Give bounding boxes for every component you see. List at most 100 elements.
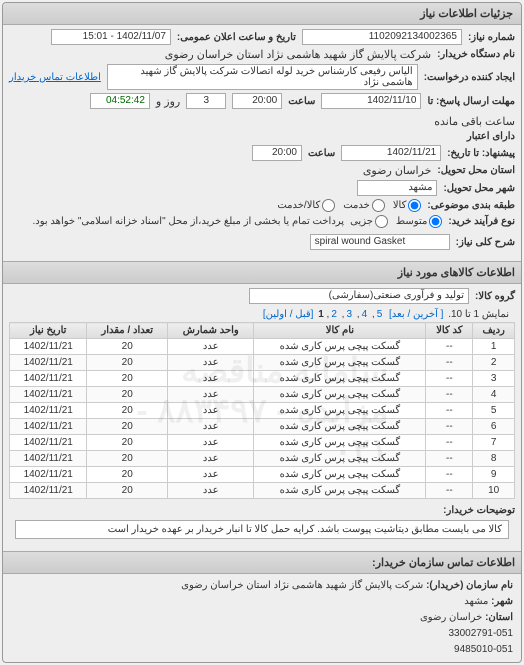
table-cell: عدد [168, 403, 254, 419]
table-cell: عدد [168, 419, 254, 435]
buy-opt-0[interactable]: متوسط [396, 215, 442, 228]
table-cell: -- [426, 483, 473, 499]
pager-2[interactable]: 2 [331, 309, 337, 320]
pager-5[interactable]: 5 [377, 309, 383, 320]
table-cell: گسکت پیچی پرس کاری شده [254, 419, 426, 435]
pager-1: 1 [318, 309, 324, 320]
items-section-title: اطلاعات کالاهای مورد نیاز [3, 261, 521, 284]
payment-radio-1[interactable] [372, 199, 385, 212]
table-cell: عدد [168, 451, 254, 467]
contact-city-label: شهر: [491, 596, 513, 607]
pager-summary: نمایش 1 تا 10. [448, 309, 509, 320]
table-cell: -- [426, 467, 473, 483]
table-row[interactable]: 8--گسکت پیچی پرس کاری شدهعدد201402/11/21 [10, 451, 515, 467]
contact-province: خراسان رضوی [420, 612, 482, 623]
table-cell: -- [426, 419, 473, 435]
col-header: ردیف [473, 323, 515, 339]
buyer-value: شرکت پالایش گاز شهید هاشمی نژاد استان خر… [165, 48, 431, 61]
table-cell: گسکت پیچی پرس کاری شده [254, 387, 426, 403]
respond-until-date: 1402/11/10 [321, 93, 421, 109]
table-cell: گسکت پیچی پرس کاری شده [254, 371, 426, 387]
at-label-2: ساعت [308, 148, 335, 159]
table-cell: -- [426, 403, 473, 419]
offer-until-label: پیشنهاد: تا تاریخ: [447, 148, 515, 159]
offer-until-time: 20:00 [252, 145, 302, 161]
table-row[interactable]: 6--گسکت پیچی پرس کاری شدهعدد201402/11/21 [10, 419, 515, 435]
items-table: ردیفکد کالانام کالاواحد شمارشتعداد / مقد… [9, 322, 515, 499]
table-cell: گسکت پیچی پرس کاری شده [254, 467, 426, 483]
contact-postal: 33002791-051 [448, 628, 513, 639]
pager-3[interactable]: 3 [346, 309, 352, 320]
buy-radio-1[interactable] [375, 215, 388, 228]
table-cell: -- [426, 371, 473, 387]
buy-radio-0[interactable] [429, 215, 442, 228]
table-cell: -- [426, 339, 473, 355]
contact-org-label: نام سازمان (خریدار): [426, 580, 513, 591]
col-header: تاریخ نیاز [10, 323, 87, 339]
group-label: گروه کالا: [475, 291, 515, 302]
table-cell: -- [426, 387, 473, 403]
contact-city: مشهد [464, 596, 488, 607]
pager-4[interactable]: 4 [362, 309, 368, 320]
table-cell: 7 [473, 435, 515, 451]
table-row[interactable]: 7--گسکت پیچی پرس کاری شدهعدد201402/11/21 [10, 435, 515, 451]
buyer-note: کالا می بایست مطابق دیتاشیت پیوست باشد. … [15, 520, 509, 539]
time-left: 04:52:42 [90, 93, 150, 109]
table-cell: 8 [473, 451, 515, 467]
buy-opt-1[interactable]: جزیی [350, 215, 388, 228]
public-date-value: 1402/11/07 - 15:01 [51, 29, 171, 45]
buy-type-label: نوع فرآیند خرید: [448, 216, 515, 227]
table-cell: گسکت پیچی پرس کاری شده [254, 403, 426, 419]
table-cell: عدد [168, 371, 254, 387]
col-header: نام کالا [254, 323, 426, 339]
table-row[interactable]: 2--گسکت پیچی پرس کاری شدهعدد201402/11/21 [10, 355, 515, 371]
table-cell: 20 [87, 371, 168, 387]
days-left: 3 [186, 93, 226, 109]
respond-until-label: مهلت ارسال پاسخ: تا [427, 96, 515, 107]
contact-org: شرکت پالایش گاز شهید هاشمی نژاد استان خر… [181, 580, 423, 591]
at-label-1: ساعت [288, 96, 315, 107]
pager-prev-first[interactable]: [قبل / اولین] [263, 309, 314, 320]
table-cell: 1402/11/21 [10, 387, 87, 403]
contact-province-label: استان: [485, 612, 513, 623]
table-cell: -- [426, 435, 473, 451]
table-cell: 20 [87, 339, 168, 355]
table-cell: 20 [87, 435, 168, 451]
payment-opt-0[interactable]: کالا [393, 199, 422, 212]
need-details-panel: جزئیات اطلاعات نیاز شماره نیاز: 11020921… [2, 2, 522, 663]
pager-last-next[interactable]: [ آخرین / بعد] [389, 309, 443, 320]
table-cell: 1402/11/21 [10, 371, 87, 387]
public-date-label: تاریخ و ساعت اعلان عمومی: [177, 32, 296, 43]
table-cell: 6 [473, 419, 515, 435]
table-row[interactable]: 9--گسکت پیچی پرس کاری شدهعدد201402/11/21 [10, 467, 515, 483]
table-row[interactable]: 10--گسکت پیچی پرس کاری شدهعدد201402/11/2… [10, 483, 515, 499]
table-cell: -- [426, 451, 473, 467]
table-row[interactable]: 1--گسکت پیچی پرس کاری شدهعدد201402/11/21 [10, 339, 515, 355]
title-value: spiral wound Gasket [310, 234, 450, 250]
buy-note: پرداخت تمام یا بخشی از مبلغ خرید،از محل … [32, 216, 344, 227]
group-value: تولید و فرآوری صنعتی(سفارشی) [249, 288, 469, 304]
table-cell: 4 [473, 387, 515, 403]
table-cell: 1402/11/21 [10, 467, 87, 483]
table-cell: 10 [473, 483, 515, 499]
buyer-contact-link[interactable]: اطلاعات تماس خریدار [9, 72, 101, 83]
city-value: مشهد [357, 180, 437, 196]
panel-body: شماره نیاز: 1102092134002365 تاریخ و ساع… [3, 25, 521, 257]
table-cell: 1402/11/21 [10, 419, 87, 435]
table-cell: گسکت پیچی پرس کاری شده [254, 451, 426, 467]
valid-until-label: دارای اعتبار [467, 131, 515, 142]
payment-type-group: کالا خدمت کالا/خدمت [277, 199, 421, 212]
payment-opt-1[interactable]: خدمت [343, 199, 385, 212]
city-label: شهر محل تحویل: [443, 183, 515, 194]
payment-radio-2[interactable] [322, 199, 335, 212]
requester-label: ایجاد کننده درخواست: [424, 72, 515, 83]
table-cell: گسکت پیچی پرس کاری شده [254, 355, 426, 371]
table-cell: عدد [168, 435, 254, 451]
table-row[interactable]: 3--گسکت پیچی پرس کاری شدهعدد201402/11/21 [10, 371, 515, 387]
table-cell: عدد [168, 387, 254, 403]
table-cell: 9 [473, 467, 515, 483]
table-row[interactable]: 5--گسکت پیچی پرس کاری شدهعدد201402/11/21 [10, 403, 515, 419]
payment-opt-2[interactable]: کالا/خدمت [277, 199, 335, 212]
payment-radio-0[interactable] [408, 199, 421, 212]
table-row[interactable]: 4--گسکت پیچی پرس کاری شدهعدد201402/11/21 [10, 387, 515, 403]
